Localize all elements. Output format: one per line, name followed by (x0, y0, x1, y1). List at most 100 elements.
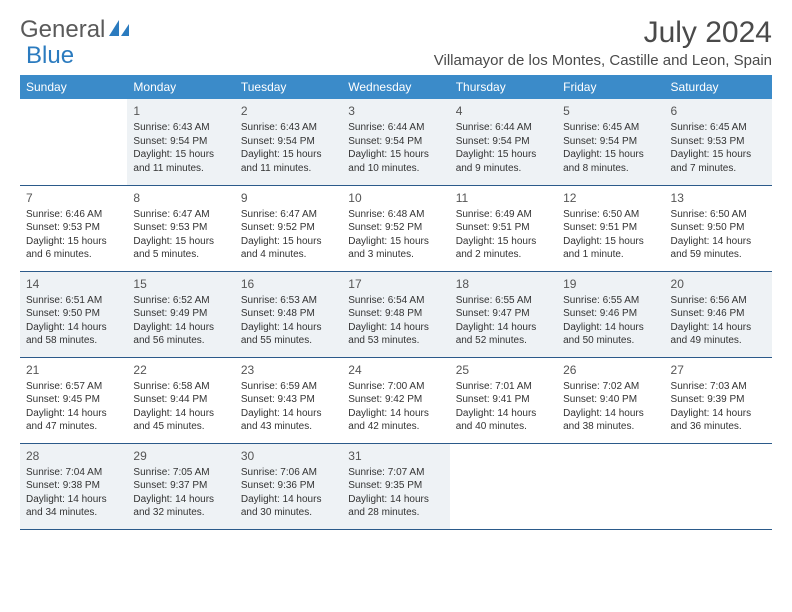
day-detail: Sunrise: 7:01 AM (456, 380, 551, 394)
day-detail: Sunrise: 6:54 AM (348, 294, 443, 308)
day-cell: 3Sunrise: 6:44 AMSunset: 9:54 PMDaylight… (342, 99, 449, 185)
day-cell: 2 Sunrise: 6:43 AMSunset: 9:54 PMDaylight… (235, 99, 342, 185)
day-detail: Sunrise: 6:44 AM (348, 121, 443, 135)
day-cell: 31Sunrise: 7:07 AMSunset: 9:35 PMDayligh… (342, 443, 449, 529)
day-detail: Sunrise: 6:47 AM (133, 208, 228, 222)
day-number: 22 (133, 362, 228, 378)
day-detail: Sunrise: 6:56 AM (671, 294, 766, 308)
day-detail: Sunset: 9:50 PM (671, 221, 766, 235)
day-detail: Sunrise: 7:03 AM (671, 380, 766, 394)
day-detail: Daylight: 15 hours (563, 148, 658, 162)
day-detail: and 4 minutes. (241, 248, 336, 262)
day-detail: and 53 minutes. (348, 334, 443, 348)
day-cell: 9Sunrise: 6:47 AMSunset: 9:52 PMDaylight… (235, 185, 342, 271)
day-detail: Daylight: 14 hours (456, 321, 551, 335)
day-detail: Sunrise: 6:45 AM (671, 121, 766, 135)
day-cell (557, 443, 664, 529)
day-detail: Daylight: 15 hours (563, 235, 658, 249)
day-number: 12 (563, 190, 658, 206)
day-detail: and 43 minutes. (241, 420, 336, 434)
day-detail: Sunrise: 6:43 AM (241, 121, 336, 135)
day-detail: Daylight: 14 hours (671, 235, 766, 249)
day-detail: Sunrise: 6:44 AM (456, 121, 551, 135)
day-detail: Daylight: 14 hours (133, 407, 228, 421)
day-detail: and 50 minutes. (563, 334, 658, 348)
day-detail: Sunrise: 6:53 AM (241, 294, 336, 308)
day-detail: and 45 minutes. (133, 420, 228, 434)
day-detail: Sunset: 9:35 PM (348, 479, 443, 493)
day-number: 4 (456, 103, 551, 119)
day-detail: Sunrise: 6:50 AM (671, 208, 766, 222)
day-number: 26 (563, 362, 658, 378)
day-detail: Daylight: 14 hours (241, 493, 336, 507)
day-detail: and 8 minutes. (563, 162, 658, 176)
day-header: Saturday (665, 75, 772, 99)
day-detail: Daylight: 15 hours (133, 235, 228, 249)
day-detail: Daylight: 15 hours (348, 235, 443, 249)
day-detail: Sunset: 9:46 PM (671, 307, 766, 321)
day-detail: and 38 minutes. (563, 420, 658, 434)
day-header: Tuesday (235, 75, 342, 99)
day-cell: 26Sunrise: 7:02 AMSunset: 9:40 PMDayligh… (557, 357, 664, 443)
day-number: 31 (348, 448, 443, 464)
day-cell: 12Sunrise: 6:50 AMSunset: 9:51 PMDayligh… (557, 185, 664, 271)
day-detail: Sunset: 9:54 PM (456, 135, 551, 149)
calendar-body: 1Sunrise: 6:43 AMSunset: 9:54 PMDaylight… (20, 99, 772, 529)
day-detail: Daylight: 15 hours (456, 235, 551, 249)
day-detail: Sunrise: 7:04 AM (26, 466, 121, 480)
day-detail: Daylight: 14 hours (456, 407, 551, 421)
day-detail: and 47 minutes. (26, 420, 121, 434)
day-detail: Daylight: 14 hours (348, 493, 443, 507)
location-subtitle: Villamayor de los Montes, Castille and L… (434, 52, 772, 69)
day-detail: Daylight: 15 hours (26, 235, 121, 249)
day-cell: 22Sunrise: 6:58 AMSunset: 9:44 PMDayligh… (127, 357, 234, 443)
logo-text-blue-wrap: Blue (26, 42, 74, 70)
day-detail: Sunrise: 6:46 AM (26, 208, 121, 222)
day-detail: Daylight: 15 hours (241, 148, 336, 162)
day-detail: Daylight: 14 hours (133, 493, 228, 507)
day-detail: and 7 minutes. (671, 162, 766, 176)
day-cell: 23Sunrise: 6:59 AMSunset: 9:43 PMDayligh… (235, 357, 342, 443)
day-detail: Sunrise: 7:00 AM (348, 380, 443, 394)
day-detail: Daylight: 14 hours (563, 407, 658, 421)
day-cell: 28Sunrise: 7:04 AMSunset: 9:38 PMDayligh… (20, 443, 127, 529)
day-detail: Sunset: 9:43 PM (241, 393, 336, 407)
day-detail: Sunrise: 6:59 AM (241, 380, 336, 394)
day-detail: and 32 minutes. (133, 506, 228, 520)
day-cell: 10Sunrise: 6:48 AMSunset: 9:52 PMDayligh… (342, 185, 449, 271)
day-detail: Sunset: 9:54 PM (133, 135, 228, 149)
day-cell: 11Sunrise: 6:49 AMSunset: 9:51 PMDayligh… (450, 185, 557, 271)
week-row: 14Sunrise: 6:51 AMSunset: 9:50 PMDayligh… (20, 271, 772, 357)
day-detail: and 2 minutes. (456, 248, 551, 262)
day-detail: Sunset: 9:54 PM (563, 135, 658, 149)
day-detail: and 9 minutes. (456, 162, 551, 176)
day-detail: and 28 minutes. (348, 506, 443, 520)
day-detail: Sunset: 9:52 PM (241, 221, 336, 235)
day-detail: Daylight: 14 hours (348, 407, 443, 421)
day-cell: 5Sunrise: 6:45 AMSunset: 9:54 PMDaylight… (557, 99, 664, 185)
day-detail: and 6 minutes. (26, 248, 121, 262)
day-header: Wednesday (342, 75, 449, 99)
day-cell: 13Sunrise: 6:50 AMSunset: 9:50 PMDayligh… (665, 185, 772, 271)
day-detail: Sunrise: 7:05 AM (133, 466, 228, 480)
day-detail: Sunset: 9:42 PM (348, 393, 443, 407)
day-cell (450, 443, 557, 529)
day-detail: and 52 minutes. (456, 334, 551, 348)
day-detail: Daylight: 15 hours (241, 235, 336, 249)
day-detail: Sunset: 9:54 PM (348, 135, 443, 149)
day-detail: Daylight: 15 hours (348, 148, 443, 162)
day-number: 2 (241, 103, 336, 119)
day-number: 6 (671, 103, 766, 119)
month-title: July 2024 (434, 16, 772, 50)
day-number: 16 (241, 276, 336, 292)
day-number: 1 (133, 103, 228, 119)
day-detail: Daylight: 14 hours (563, 321, 658, 335)
day-header-row: SundayMondayTuesdayWednesdayThursdayFrid… (20, 75, 772, 99)
day-number: 8 (133, 190, 228, 206)
day-number: 14 (26, 276, 121, 292)
day-detail: Sunset: 9:54 PM (241, 135, 336, 149)
title-block: July 2024 Villamayor de los Montes, Cast… (434, 16, 772, 69)
day-detail: Sunset: 9:48 PM (348, 307, 443, 321)
day-detail: and 30 minutes. (241, 506, 336, 520)
day-detail: Sunset: 9:49 PM (133, 307, 228, 321)
